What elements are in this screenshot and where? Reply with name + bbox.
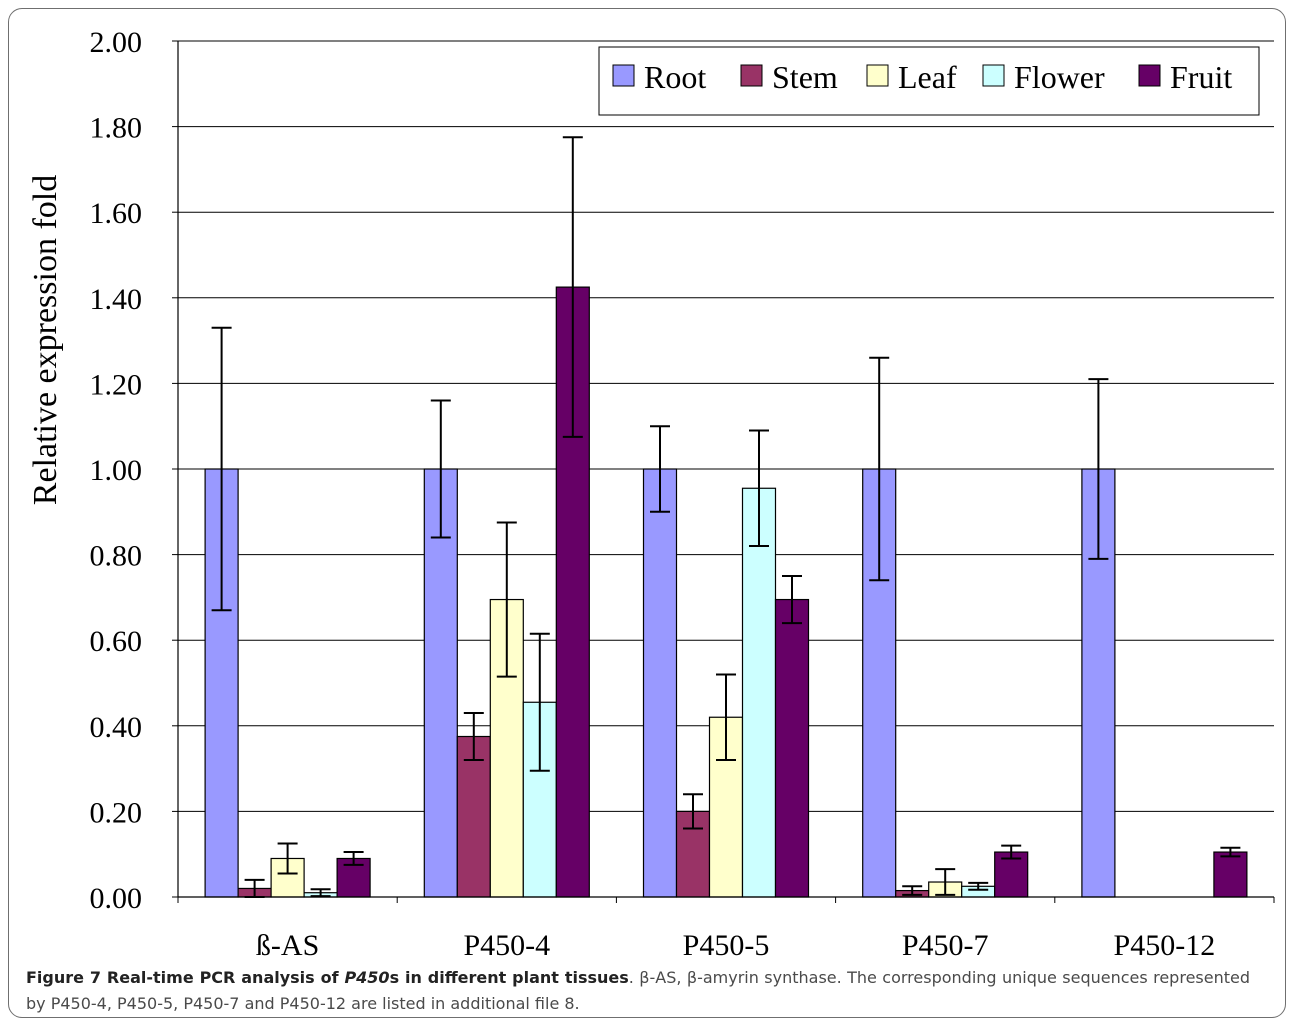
legend-label-leaf: Leaf [898,59,957,95]
legend-label-fruit: Fruit [1170,59,1232,95]
figure-caption: Figure 7 Real-time PCR analysis of P450s… [26,965,1250,1017]
caption-body: . β-AS, β-amyrin synthase. The correspon… [26,968,1251,1013]
y-axis-ticks: 0.00 0.20 0.40 0.60 0.80 1.00 1.20 1.40 1.60 1.80… [90,26,178,915]
y-tick-label: 1.20 [90,368,143,401]
legend-label-stem: Stem [772,59,838,95]
legend-swatch-flower [982,64,1005,87]
x-tick-label: P450-12 [1114,929,1216,960]
y-axis-label: Relative expression fold [27,175,64,505]
y-tick-label: 2.00 [90,26,143,59]
legend-swatch-stem [740,64,763,87]
bar-flower [741,487,777,898]
legend-label-flower: Flower [1014,59,1105,95]
y-tick-label: 0.40 [90,711,143,744]
y-tick-label: 1.00 [90,454,143,487]
y-tick-label: 0.20 [90,796,143,829]
bar-fruit [994,851,1029,898]
bar-fruit [1213,851,1248,898]
caption-title-italic: P450 [344,968,390,987]
x-tick-label: P450-7 [902,929,989,960]
x-tick-label: P450-4 [463,929,550,960]
bar-fruit [774,598,810,898]
error-bars [211,136,1241,898]
bar-chart: 0.00 0.20 0.40 0.60 0.80 1.00 1.20 1.40 1.60 1.80… [27,26,1275,960]
x-tick-label: ß-AS [256,929,319,960]
legend-swatch-leaf [866,64,889,87]
y-tick-label: 0.80 [90,540,143,573]
y-tick-label: 0.00 [90,882,143,915]
bar-fruit [336,857,371,898]
axes [177,41,1274,898]
legend: Root Stem Leaf Flower Fruit [598,46,1260,116]
y-tick-label: 1.60 [90,197,143,230]
y-tick-label: 1.40 [90,283,143,316]
caption-title-before: Real-time PCR analysis of [101,968,345,987]
y-tick-label: 0.60 [90,625,143,658]
legend-label-root: Root [644,59,706,95]
x-axis-ticks: ß-AS P450-4 P450-5 P450-7 P450-12 [177,897,1275,960]
legend-swatch-fruit [1138,64,1161,87]
y-tick-label: 1.80 [90,112,143,145]
caption-label: Figure 7 [26,968,102,987]
caption-title-after: s in different plant tissues [389,968,629,987]
x-tick-label: P450-5 [683,929,770,960]
bar-root [642,468,678,898]
legend-swatch-root [612,64,635,87]
